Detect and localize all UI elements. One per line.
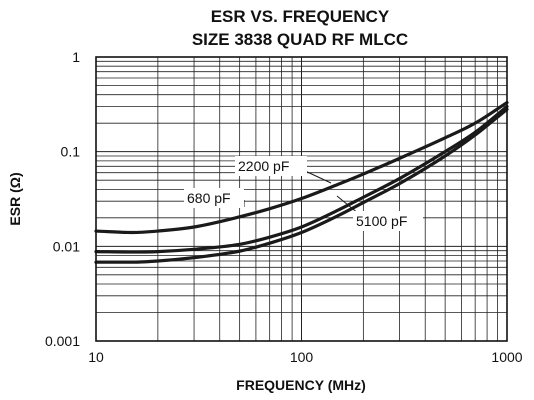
label-background-680-pf (184, 188, 244, 208)
chart-subtitle: SIZE 3838 QUAD RF MLCC (192, 30, 408, 49)
series-line-2200-pf (94, 100, 509, 235)
curve-label-2200-pf: 2200 pF (238, 158, 289, 174)
x-tick-label: 100 (290, 349, 314, 365)
y-tick-label: 0.001 (45, 333, 80, 349)
y-tick-label: 0.1 (61, 144, 81, 160)
y-tick-label: 1 (72, 49, 80, 65)
chart-title: ESR VS. FREQUENCY (211, 7, 390, 26)
tick-labels: 10 100 1000 1 0.1 0.01 0.001 (45, 49, 523, 365)
x-axis-title: FREQUENCY (MHz) (236, 377, 366, 393)
label-background-2200-pf (235, 156, 307, 176)
y-tick-label: 0.01 (53, 238, 80, 254)
curve-labels: 2200 pF 680 pF 5100 pF (184, 156, 423, 231)
series-layer (94, 100, 509, 264)
x-tick-label: 1000 (491, 349, 522, 365)
y-axis-title: ESR (Ω) (7, 172, 23, 225)
curve-label-5100-pf: 5100 pF (356, 213, 407, 229)
series-line-680-pf (94, 104, 509, 254)
grid (95, 57, 507, 342)
series-line-5100-pf (94, 107, 509, 264)
curve-label-680-pf: 680 pF (187, 190, 231, 206)
plot-frame (95, 56, 508, 342)
label-background-5100-pf (353, 211, 423, 231)
label-leader-2200-pf (302, 169, 332, 184)
x-tick-label: 10 (88, 349, 104, 365)
